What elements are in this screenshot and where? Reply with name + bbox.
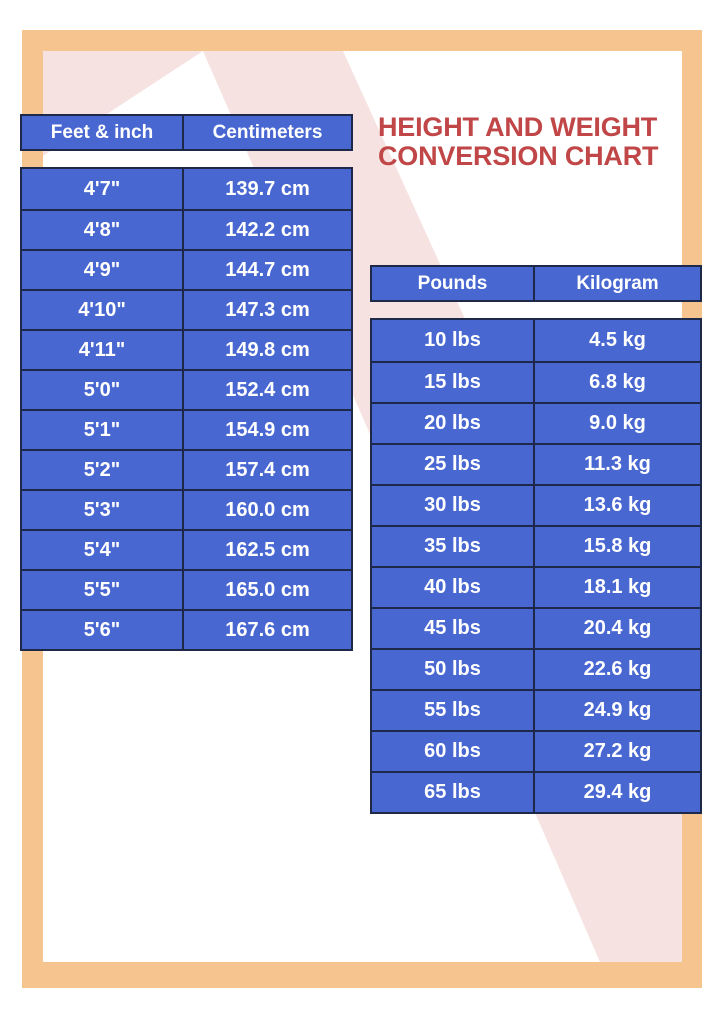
table-cell: 142.2 cm xyxy=(182,211,351,249)
table-row: 4'10" 147.3 cm xyxy=(22,289,351,329)
table-row: 5'5" 165.0 cm xyxy=(22,569,351,609)
frame-border-top xyxy=(22,30,702,51)
height-table-gap xyxy=(20,151,353,167)
table-cell: 139.7 cm xyxy=(182,169,351,209)
table-row: 5'2" 157.4 cm xyxy=(22,449,351,489)
page-title-line2: CONVERSION CHART xyxy=(378,141,659,171)
table-cell: 144.7 cm xyxy=(182,251,351,289)
table-cell: 162.5 cm xyxy=(182,531,351,569)
table-cell: 157.4 cm xyxy=(182,451,351,489)
table-cell: 4.5 kg xyxy=(533,320,700,361)
table-row: 55 lbs 24.9 kg xyxy=(372,689,700,730)
weight-table-body: 10 lbs 4.5 kg 15 lbs 6.8 kg 20 lbs 9.0 kg 25 l… xyxy=(370,318,702,814)
weight-conversion-table: Pounds Kilogram 10 lbs 4.5 kg 15 lbs 6.8 kg… xyxy=(370,265,702,814)
table-cell: 18.1 kg xyxy=(533,568,700,607)
table-row: 60 lbs 27.2 kg xyxy=(372,730,700,771)
table-cell: 5'3" xyxy=(83,498,121,521)
table-cell: 15 lbs xyxy=(424,371,481,393)
table-cell: 65 lbs xyxy=(424,781,481,803)
table-cell: 20.4 kg xyxy=(533,609,700,648)
table-cell: 60 lbs xyxy=(424,740,481,762)
weight-table-header-kilogram: Kilogram xyxy=(533,267,700,300)
table-cell: 13.6 kg xyxy=(533,486,700,525)
table-cell: 4'8" xyxy=(83,218,121,241)
table-cell: 5'6" xyxy=(83,618,121,641)
table-cell: 9.0 kg xyxy=(533,404,700,443)
table-row: 50 lbs 22.6 kg xyxy=(372,648,700,689)
frame-border-bottom xyxy=(22,962,702,988)
weight-table-gap xyxy=(370,302,702,318)
table-cell: 4'11" xyxy=(78,338,126,361)
table-cell: 154.9 cm xyxy=(182,411,351,449)
table-cell: 149.8 cm xyxy=(182,331,351,369)
table-cell: 4'9" xyxy=(83,258,121,281)
table-cell: 167.6 cm xyxy=(182,611,351,649)
table-row: 4'9" 144.7 cm xyxy=(22,249,351,289)
height-table-body: 4'7" 139.7 cm 4'8" 142.2 cm 4'9" 144.7 cm 4'10… xyxy=(20,167,353,651)
table-row: 5'1" 154.9 cm xyxy=(22,409,351,449)
table-row: 5'3" 160.0 cm xyxy=(22,489,351,529)
table-cell: 160.0 cm xyxy=(182,491,351,529)
table-cell: 27.2 kg xyxy=(533,732,700,771)
table-row: 25 lbs 11.3 kg xyxy=(372,443,700,484)
table-cell: 35 lbs xyxy=(424,535,481,557)
page-title: HEIGHT AND WEIGHT CONVERSION CHART xyxy=(378,113,678,171)
height-table-header-centimeters: Centimeters xyxy=(182,116,351,149)
table-row: 15 lbs 6.8 kg xyxy=(372,361,700,402)
table-cell: 4'10" xyxy=(78,298,126,321)
table-cell: 45 lbs xyxy=(424,617,481,639)
table-cell: 20 lbs xyxy=(424,412,481,434)
table-cell: 40 lbs xyxy=(424,576,481,598)
table-row: 5'0" 152.4 cm xyxy=(22,369,351,409)
table-row: 35 lbs 15.8 kg xyxy=(372,525,700,566)
table-cell: 5'2" xyxy=(83,458,121,481)
table-row: 20 lbs 9.0 kg xyxy=(372,402,700,443)
table-cell: 15.8 kg xyxy=(533,527,700,566)
weight-table-header: Pounds Kilogram xyxy=(370,265,702,302)
table-row: 40 lbs 18.1 kg xyxy=(372,566,700,607)
table-cell: 5'1" xyxy=(83,418,121,441)
table-row: 4'8" 142.2 cm xyxy=(22,209,351,249)
height-table-header: Feet & inch Centimeters xyxy=(20,114,353,151)
table-row: 5'6" 167.6 cm xyxy=(22,609,351,649)
table-row: 45 lbs 20.4 kg xyxy=(372,607,700,648)
table-row: 4'11" 149.8 cm xyxy=(22,329,351,369)
table-cell: 22.6 kg xyxy=(533,650,700,689)
table-cell: 5'0" xyxy=(83,378,121,401)
table-row: 5'4" 162.5 cm xyxy=(22,529,351,569)
table-cell: 30 lbs xyxy=(424,494,481,516)
weight-table-header-pounds: Pounds xyxy=(417,272,488,294)
table-cell: 5'4" xyxy=(83,538,121,561)
table-row: 65 lbs 29.4 kg xyxy=(372,771,700,812)
table-cell: 24.9 kg xyxy=(533,691,700,730)
table-row: 10 lbs 4.5 kg xyxy=(372,320,700,361)
table-cell: 10 lbs xyxy=(424,329,481,351)
table-cell: 5'5" xyxy=(83,578,121,601)
height-table-header-feet-inch: Feet & inch xyxy=(50,121,154,143)
table-cell: 4'7" xyxy=(83,177,121,200)
table-cell: 152.4 cm xyxy=(182,371,351,409)
height-conversion-table: Feet & inch Centimeters 4'7" 139.7 cm 4'8"… xyxy=(20,114,353,651)
page-title-line1: HEIGHT AND WEIGHT xyxy=(378,112,658,142)
table-cell: 55 lbs xyxy=(424,699,481,721)
table-cell: 29.4 kg xyxy=(533,773,700,812)
table-cell: 25 lbs xyxy=(424,453,481,475)
table-cell: 165.0 cm xyxy=(182,571,351,609)
table-cell: 11.3 kg xyxy=(533,445,700,484)
table-cell: 50 lbs xyxy=(424,658,481,680)
table-row: 30 lbs 13.6 kg xyxy=(372,484,700,525)
table-row: 4'7" 139.7 cm xyxy=(22,169,351,209)
table-cell: 6.8 kg xyxy=(533,363,700,402)
table-cell: 147.3 cm xyxy=(182,291,351,329)
